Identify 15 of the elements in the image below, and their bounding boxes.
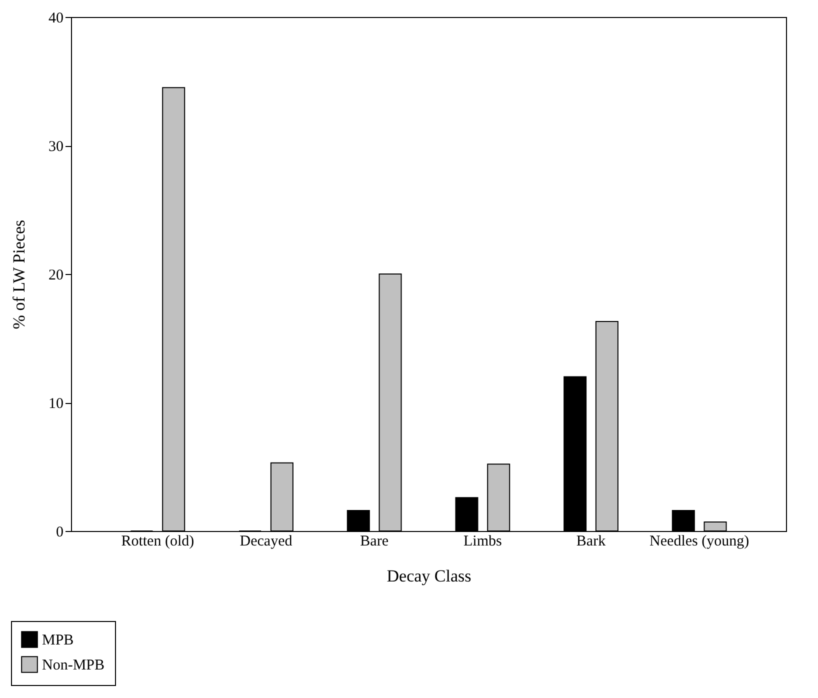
x-axis-title: Decay Class	[386, 566, 472, 586]
y-tick-label: 0	[56, 524, 64, 540]
x-tick-label: Bark	[576, 534, 606, 550]
y-axis-title: % of LW Pieces	[10, 220, 28, 330]
legend-label: Non-MPB	[42, 658, 105, 674]
x-tick-label: Rotten (old)	[121, 534, 194, 550]
x-tick-label: Limbs	[463, 534, 502, 550]
x-tick-label: Needles (young)	[650, 534, 750, 550]
x-tick-label: Bare	[360, 534, 389, 550]
legend-label: MPB	[42, 632, 74, 648]
y-tick-label: 30	[48, 139, 64, 155]
x-tick-label: Decayed	[240, 534, 293, 550]
y-tick-label: 40	[48, 10, 64, 26]
y-tick-label: 10	[48, 396, 64, 412]
y-tick-label: 20	[48, 268, 64, 284]
